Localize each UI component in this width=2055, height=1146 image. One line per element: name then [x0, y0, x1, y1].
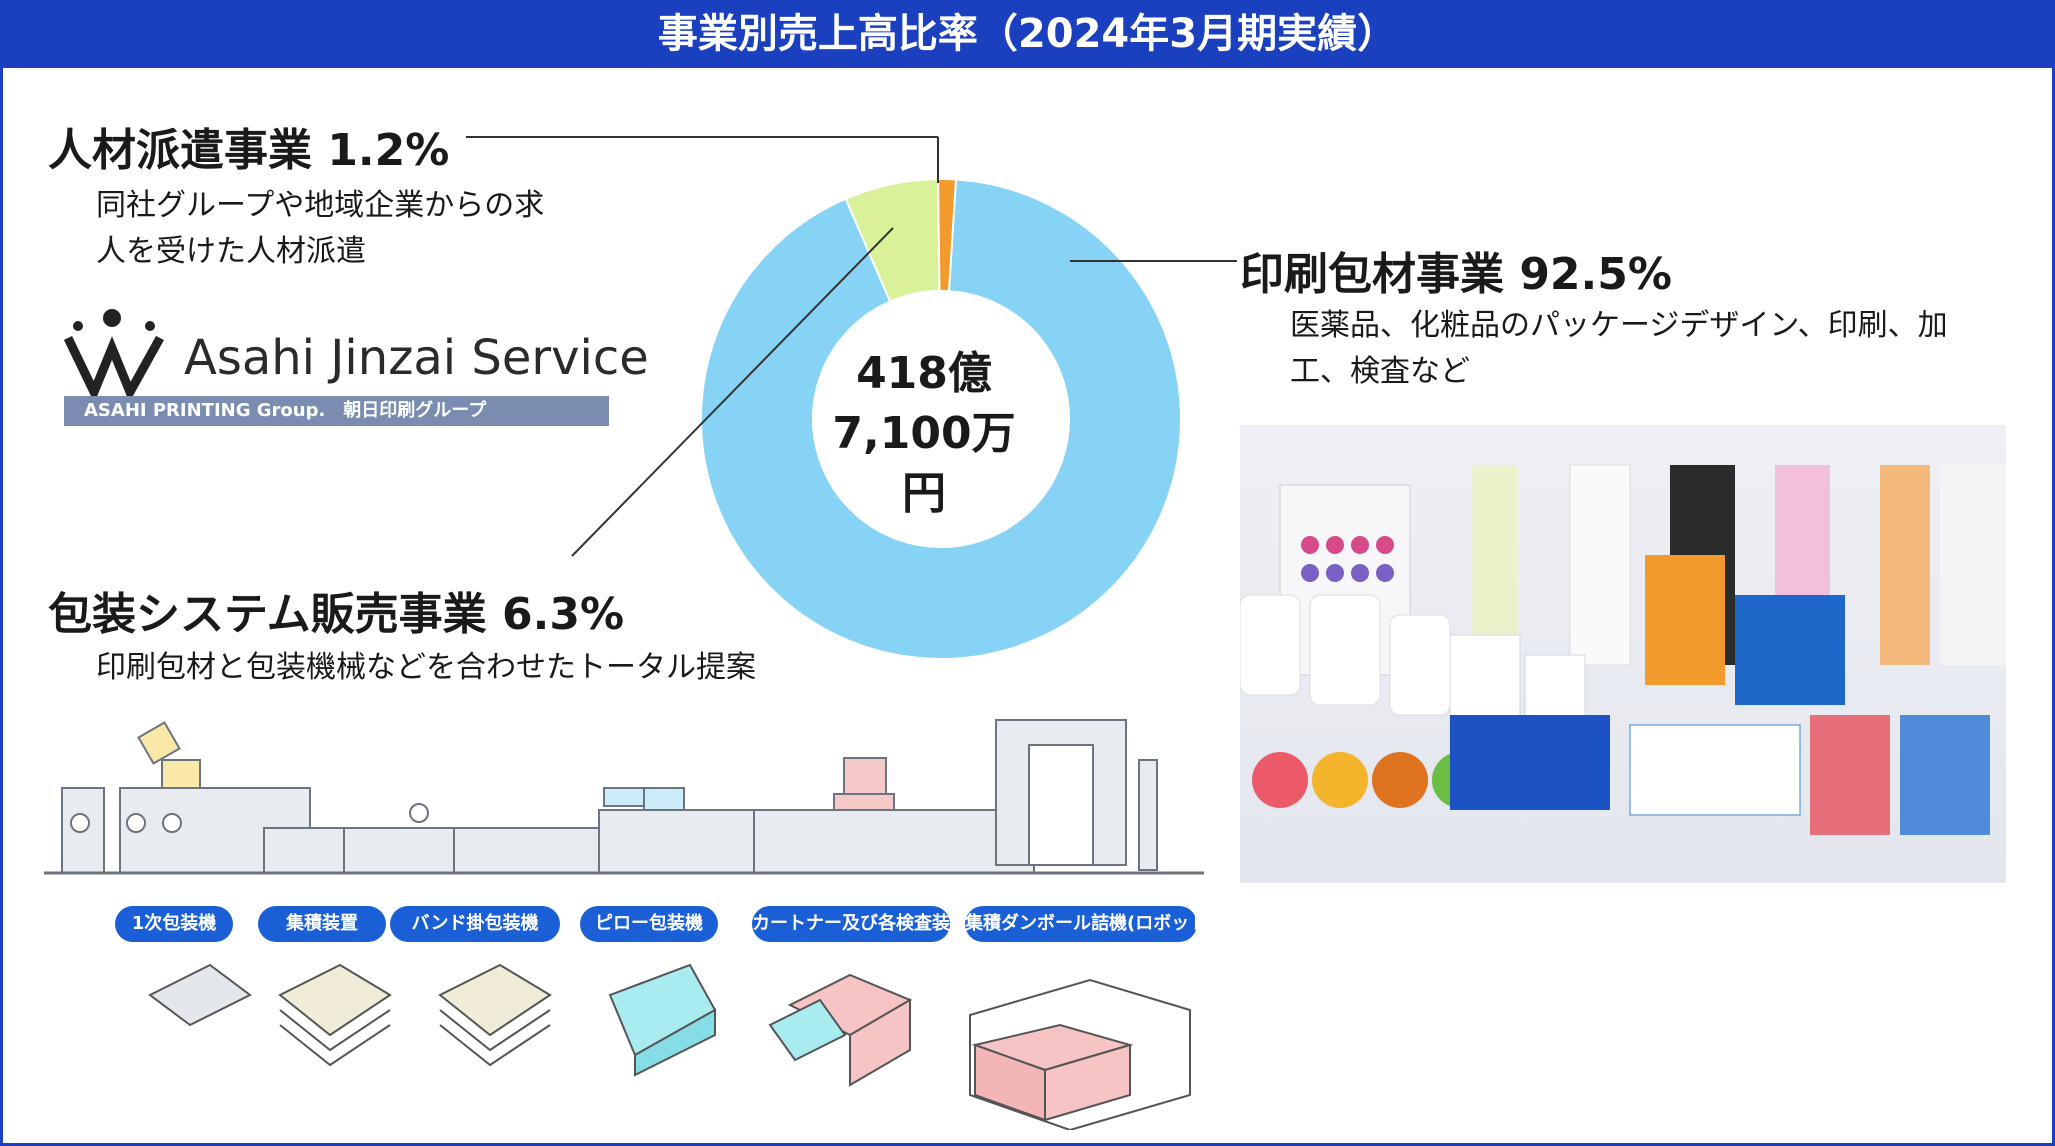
donut-center-label: 418億 7,100万円	[814, 344, 1034, 524]
packaging-desc-line-1: 医薬品、化粧品のパッケージデザイン、印刷、加	[1290, 308, 1948, 343]
machine-label-0: 1次包装機	[115, 906, 233, 942]
stacked-blister-icon	[278, 963, 392, 1067]
banded-stack-icon	[438, 963, 552, 1067]
cardboard-box-icon	[969, 978, 1191, 1130]
staffing-desc-line-2: 人を受けた人材派遣	[96, 234, 366, 269]
logo-band: ASAHI PRINTING Group. 朝日印刷グループ	[64, 396, 609, 426]
systems-desc-line-1: 印刷包材と包装機械などを合わせたトータル提案	[96, 650, 756, 685]
machine-label-1: 集積装置	[258, 906, 386, 942]
product-photo	[1240, 425, 2006, 883]
logo-name: Asahi Jinzai Service	[184, 330, 649, 386]
staffing-description: 同社グループや地域企業からの求 人を受けた人材派遣	[96, 183, 544, 275]
carton-icon	[768, 973, 913, 1087]
machine-label-5: 集積ダンボール詰機(ロボット)	[965, 906, 1215, 942]
center-label-line-2: 7,100万円	[832, 408, 1016, 519]
machine-label-3: ピロー包装機	[580, 906, 718, 942]
machine-label-2: バンド掛包装機	[390, 906, 560, 942]
blister-pack-icon	[148, 963, 252, 1027]
center-label-line-1: 418億	[856, 348, 992, 399]
packaging-desc-line-2: 工、検査など	[1290, 354, 1470, 389]
staffing-desc-line-1: 同社グループや地域企業からの求	[96, 188, 545, 223]
page-title: 事業別売上高比率（2024年3月期実績）	[0, 0, 2055, 68]
systems-title: 包装システム販売事業 6.3%	[48, 589, 625, 640]
machine-label-4: カートナー及び各検査装置	[752, 906, 968, 942]
asahi-jinzai-logo: Asahi Jinzai Service ASAHI PRINTING Grou…	[64, 308, 649, 426]
packaging-title: 印刷包材事業 92.5%	[1240, 249, 1672, 300]
logo-w-icon	[64, 309, 164, 396]
machine-line-illustration	[44, 719, 1204, 875]
pillow-pack-icon	[608, 963, 717, 1077]
leader-line-systems	[571, 227, 894, 557]
donut-slice-1	[700, 178, 1182, 660]
package-illustrations	[148, 963, 1191, 1130]
systems-description: 印刷包材と包装機械などを合わせたトータル提案	[96, 645, 756, 691]
staffing-title: 人材派遣事業 1.2%	[48, 125, 450, 176]
packaging-description: 医薬品、化粧品のパッケージデザイン、印刷、加 工、検査など	[1290, 303, 1948, 395]
